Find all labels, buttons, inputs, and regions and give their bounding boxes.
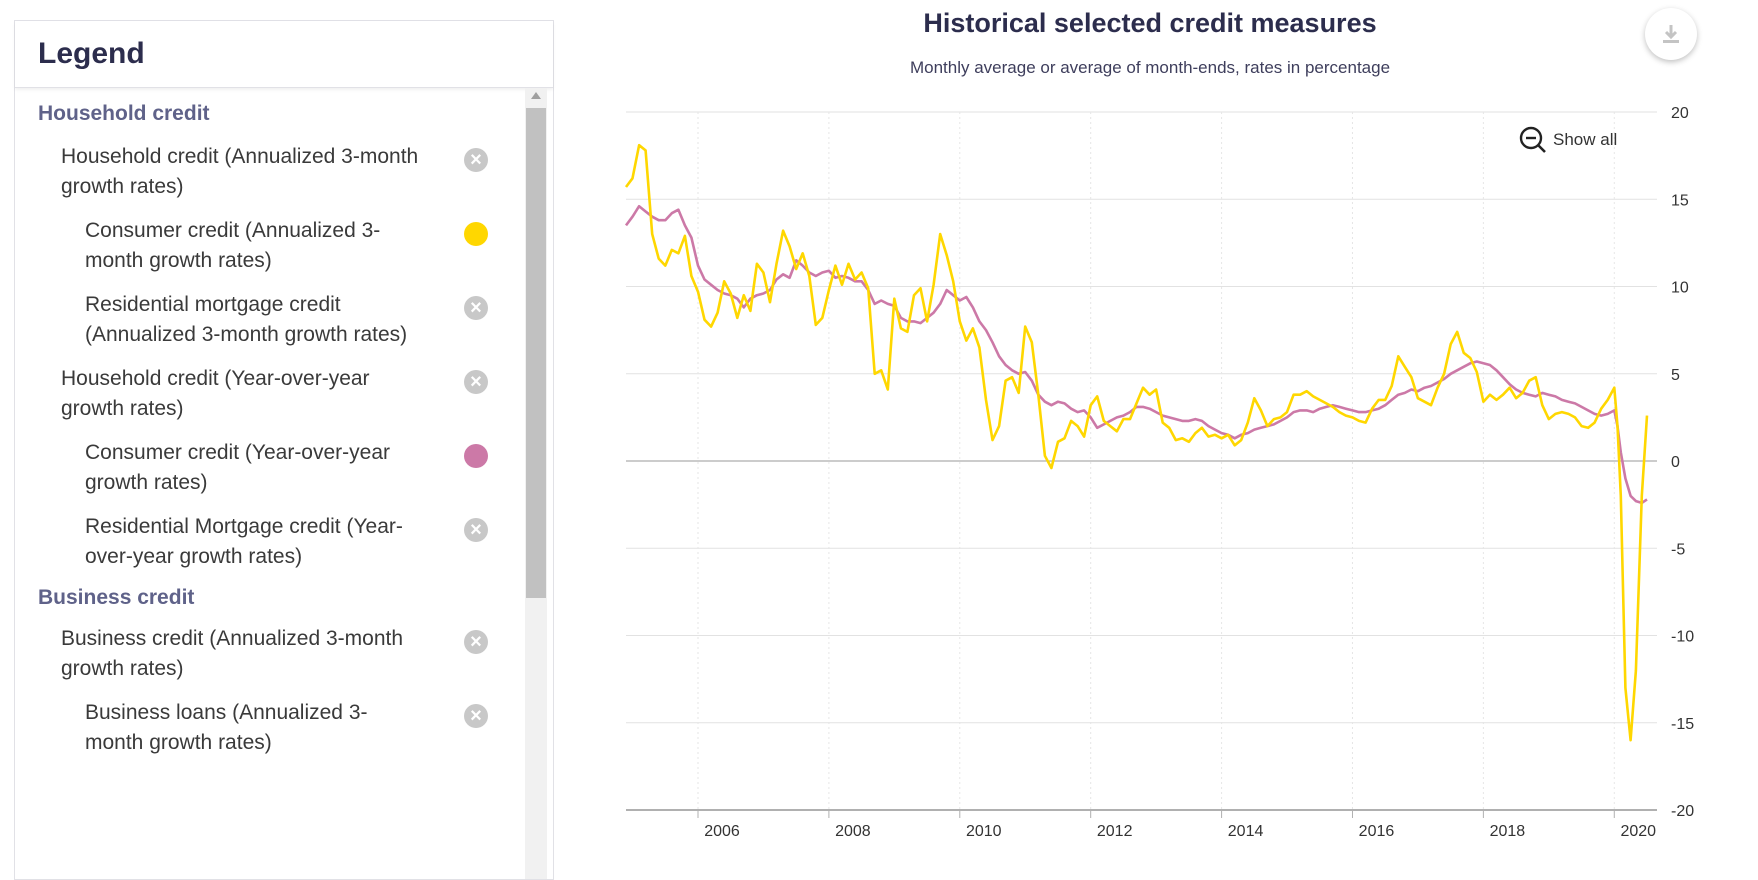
legend-group-title: Household credit — [38, 102, 210, 125]
zoom-out-icon — [1519, 126, 1546, 153]
y-tick-label: 15 — [1671, 192, 1689, 209]
x-tick-label: 2008 — [835, 823, 871, 840]
x-circle-icon[interactable]: × — [464, 630, 488, 654]
y-tick-label: -15 — [1671, 716, 1694, 733]
chart-title: Historical selected credit measures — [923, 8, 1377, 38]
legend-item[interactable]: Household credit (Annualized 3-month gro… — [15, 142, 521, 202]
y-tick-label: 0 — [1671, 454, 1680, 471]
x-circle-icon[interactable]: × — [464, 704, 488, 728]
legend-scroll-area[interactable]: Household credit Household credit (Annual… — [15, 88, 553, 879]
chart-axes: 20 15 10 5 0 -5 -10 -15 -20 2006 2008 2010 2012 2014 2… — [697, 105, 1694, 840]
legend-header: Legend — [15, 21, 553, 88]
y-tick-label: -5 — [1671, 541, 1685, 558]
legend-item[interactable]: Residential Mortgage credit (Year-over-y… — [15, 512, 488, 572]
download-icon — [1663, 25, 1679, 43]
legend-item-label: Residential Mortgage credit (Year-over-y… — [85, 515, 403, 568]
chart-subtitle: Monthly average or average of month-ends… — [909, 58, 1391, 77]
chart-series — [624, 143, 1649, 742]
legend-title: Legend — [38, 37, 145, 70]
x-tick-label: 2018 — [1490, 823, 1526, 840]
show-all-button[interactable]: Show all — [1519, 126, 1617, 154]
legend-item[interactable]: Residential mortgage credit (Annualized … — [15, 290, 488, 350]
scrollbar-thumb[interactable] — [526, 108, 546, 598]
scroll-up-arrow-icon[interactable] — [531, 92, 541, 99]
y-tick-label: 20 — [1671, 105, 1689, 122]
show-all-label: Show all — [1553, 130, 1618, 149]
legend-item[interactable]: Consumer credit (Annualized 3-month grow… — [15, 216, 488, 276]
legend-item-label: Consumer credit (Year-over-year growth r… — [85, 441, 391, 494]
download-button[interactable] — [1645, 8, 1697, 60]
legend-item[interactable]: Household credit (Year-over-year growth … — [15, 364, 521, 424]
legend-item-label: Household credit (Year-over-year growth … — [61, 367, 370, 420]
legend-item-label: Household credit (Annualized 3-month gro… — [61, 145, 419, 198]
y-tick-label: -20 — [1671, 803, 1694, 820]
x-tick-label: 2006 — [704, 823, 740, 840]
legend-item-label: Residential mortgage credit (Annualized … — [85, 293, 408, 346]
legend-item-label: Consumer credit (Annualized 3-month grow… — [85, 219, 381, 272]
legend-item[interactable]: Business loans (Annualized 3-month growt… — [15, 698, 488, 758]
x-circle-icon[interactable]: × — [464, 518, 488, 542]
legend-item[interactable]: Consumer credit (Year-over-year growth r… — [15, 438, 488, 498]
series-line — [624, 143, 1649, 742]
chart-grid — [626, 111, 1657, 811]
x-tick-label: 2020 — [1620, 823, 1656, 840]
legend-group-title: Business credit — [38, 586, 195, 609]
x-circle-icon[interactable]: × — [464, 148, 488, 172]
y-tick-label: 5 — [1671, 367, 1680, 384]
series-color-dot-icon[interactable] — [464, 444, 488, 468]
legend-panel: Legend Household credit Household credit … — [14, 20, 554, 880]
legend-scrollbar[interactable] — [525, 88, 547, 879]
x-tick-label: 2012 — [1097, 823, 1133, 840]
x-circle-icon[interactable]: × — [464, 370, 488, 394]
legend-item[interactable]: Business credit (Annualized 3-month grow… — [15, 624, 521, 684]
y-tick-label: -10 — [1671, 629, 1694, 646]
x-tick-label: 2014 — [1228, 823, 1264, 840]
legend-item-label: Business loans (Annualized 3-month growt… — [85, 701, 368, 754]
x-tick-label: 2010 — [966, 823, 1002, 840]
series-color-dot-icon[interactable] — [464, 222, 488, 246]
y-tick-label: 10 — [1671, 280, 1689, 297]
x-circle-icon[interactable]: × — [464, 296, 488, 320]
x-tick-label: 2016 — [1359, 823, 1395, 840]
legend-item-label: Business credit (Annualized 3-month grow… — [61, 627, 404, 680]
legend-body: Household credit Household credit (Annual… — [15, 88, 521, 758]
